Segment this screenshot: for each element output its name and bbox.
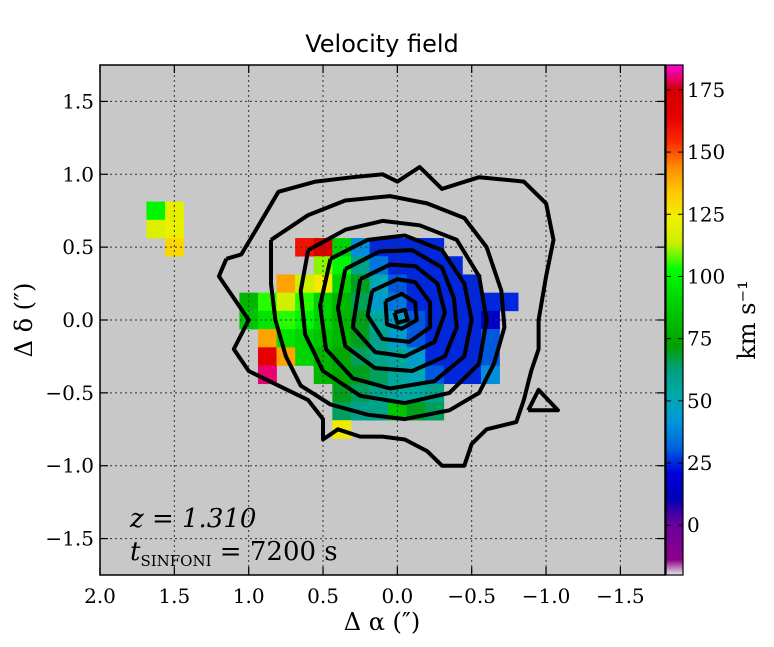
y-axis-label: Δ δ (″) [10,283,38,358]
velocity-pixel [165,219,184,239]
x-tick-label: 0.5 [307,584,339,608]
colorbar-gradient [665,64,684,576]
colorbar-tick-label: 0 [687,513,700,537]
velocity-pixel [369,292,389,312]
colorbar-label: km s⁻¹ [733,280,761,360]
contour-line [269,194,507,422]
x-tick-label: 1.5 [158,584,190,608]
colorbar: 175 150 125 100 75 50 25 0 km s⁻¹ [665,64,761,576]
velocity-pixel [313,365,333,385]
colorbar-tick-label: 150 [687,140,725,164]
colorbar-ticks: 175 150 125 100 75 50 25 0 [666,78,725,537]
colorbar-tick-label: 175 [687,78,725,102]
x-tick-label: 2.0 [84,584,116,608]
contour-line [298,218,489,406]
velocity-pixel [257,329,277,348]
velocity-pixel [462,365,482,385]
contour-line [392,307,410,325]
contour-line [318,233,474,391]
velocity-pixel [295,347,315,366]
contour-line [216,165,556,468]
plot-area: 2.0 1.5 1.0 0.5 0.0 −0.5 −1.0 −1.5 1.5 1.0 0.5 0.0 −… [45,64,666,608]
x-tick-label: −1.5 [596,584,645,608]
chart-title: Velocity field [305,30,459,58]
x-tick-label: 1.0 [233,584,265,608]
redshift-annotation: z = 1.310 [129,504,256,534]
colorbar-tick-label: 50 [687,389,712,413]
x-tick-label: 0.0 [381,584,413,608]
flux-contours [216,165,560,468]
velocity-pixel [257,347,277,366]
contour-line [383,291,419,331]
contour-line [350,262,447,359]
contour-line [365,277,433,344]
y-tick-label: 1.5 [62,89,94,113]
exposure-subscript: SINFONI [140,552,211,570]
x-tick-label: −0.5 [447,584,496,608]
contour-line [526,387,560,413]
y-tick-label: −0.5 [45,381,94,405]
axis-ticks: 2.0 1.5 1.0 0.5 0.0 −0.5 −1.0 −1.5 1.5 1.0 0.5 0.0 −… [45,65,665,608]
y-tick-label: 0.5 [62,235,94,259]
velocity-pixel [146,219,166,239]
colorbar-tick-label: 100 [687,264,725,288]
exposure-value: = 7200 s [212,537,338,567]
colorbar-tick-label: 75 [687,327,712,351]
y-tick-label: −1.5 [45,527,94,551]
colorbar-tick-label: 125 [687,202,725,226]
velocity-pixel [276,274,296,293]
velocity-pixel [276,292,296,312]
contour-line [335,248,459,373]
exposure-annotation: tSINFONI = 7200 s [130,537,338,570]
y-tick-label: 0.0 [62,308,94,332]
velocity-pixel [146,201,166,221]
y-tick-label: 1.0 [62,162,94,186]
y-tick-label: −1.0 [45,454,94,478]
velocity-pixel [295,292,315,312]
x-axis-label: Δ α (″) [344,608,421,636]
exposure-variable: t [130,537,141,567]
velocity-pixel [369,329,389,348]
colorbar-tick-label: 25 [687,451,712,475]
x-tick-label: −1.0 [522,584,571,608]
velocity-pixel [257,310,277,330]
velocity-pixels [146,201,519,439]
velocity-pixel [165,238,184,257]
